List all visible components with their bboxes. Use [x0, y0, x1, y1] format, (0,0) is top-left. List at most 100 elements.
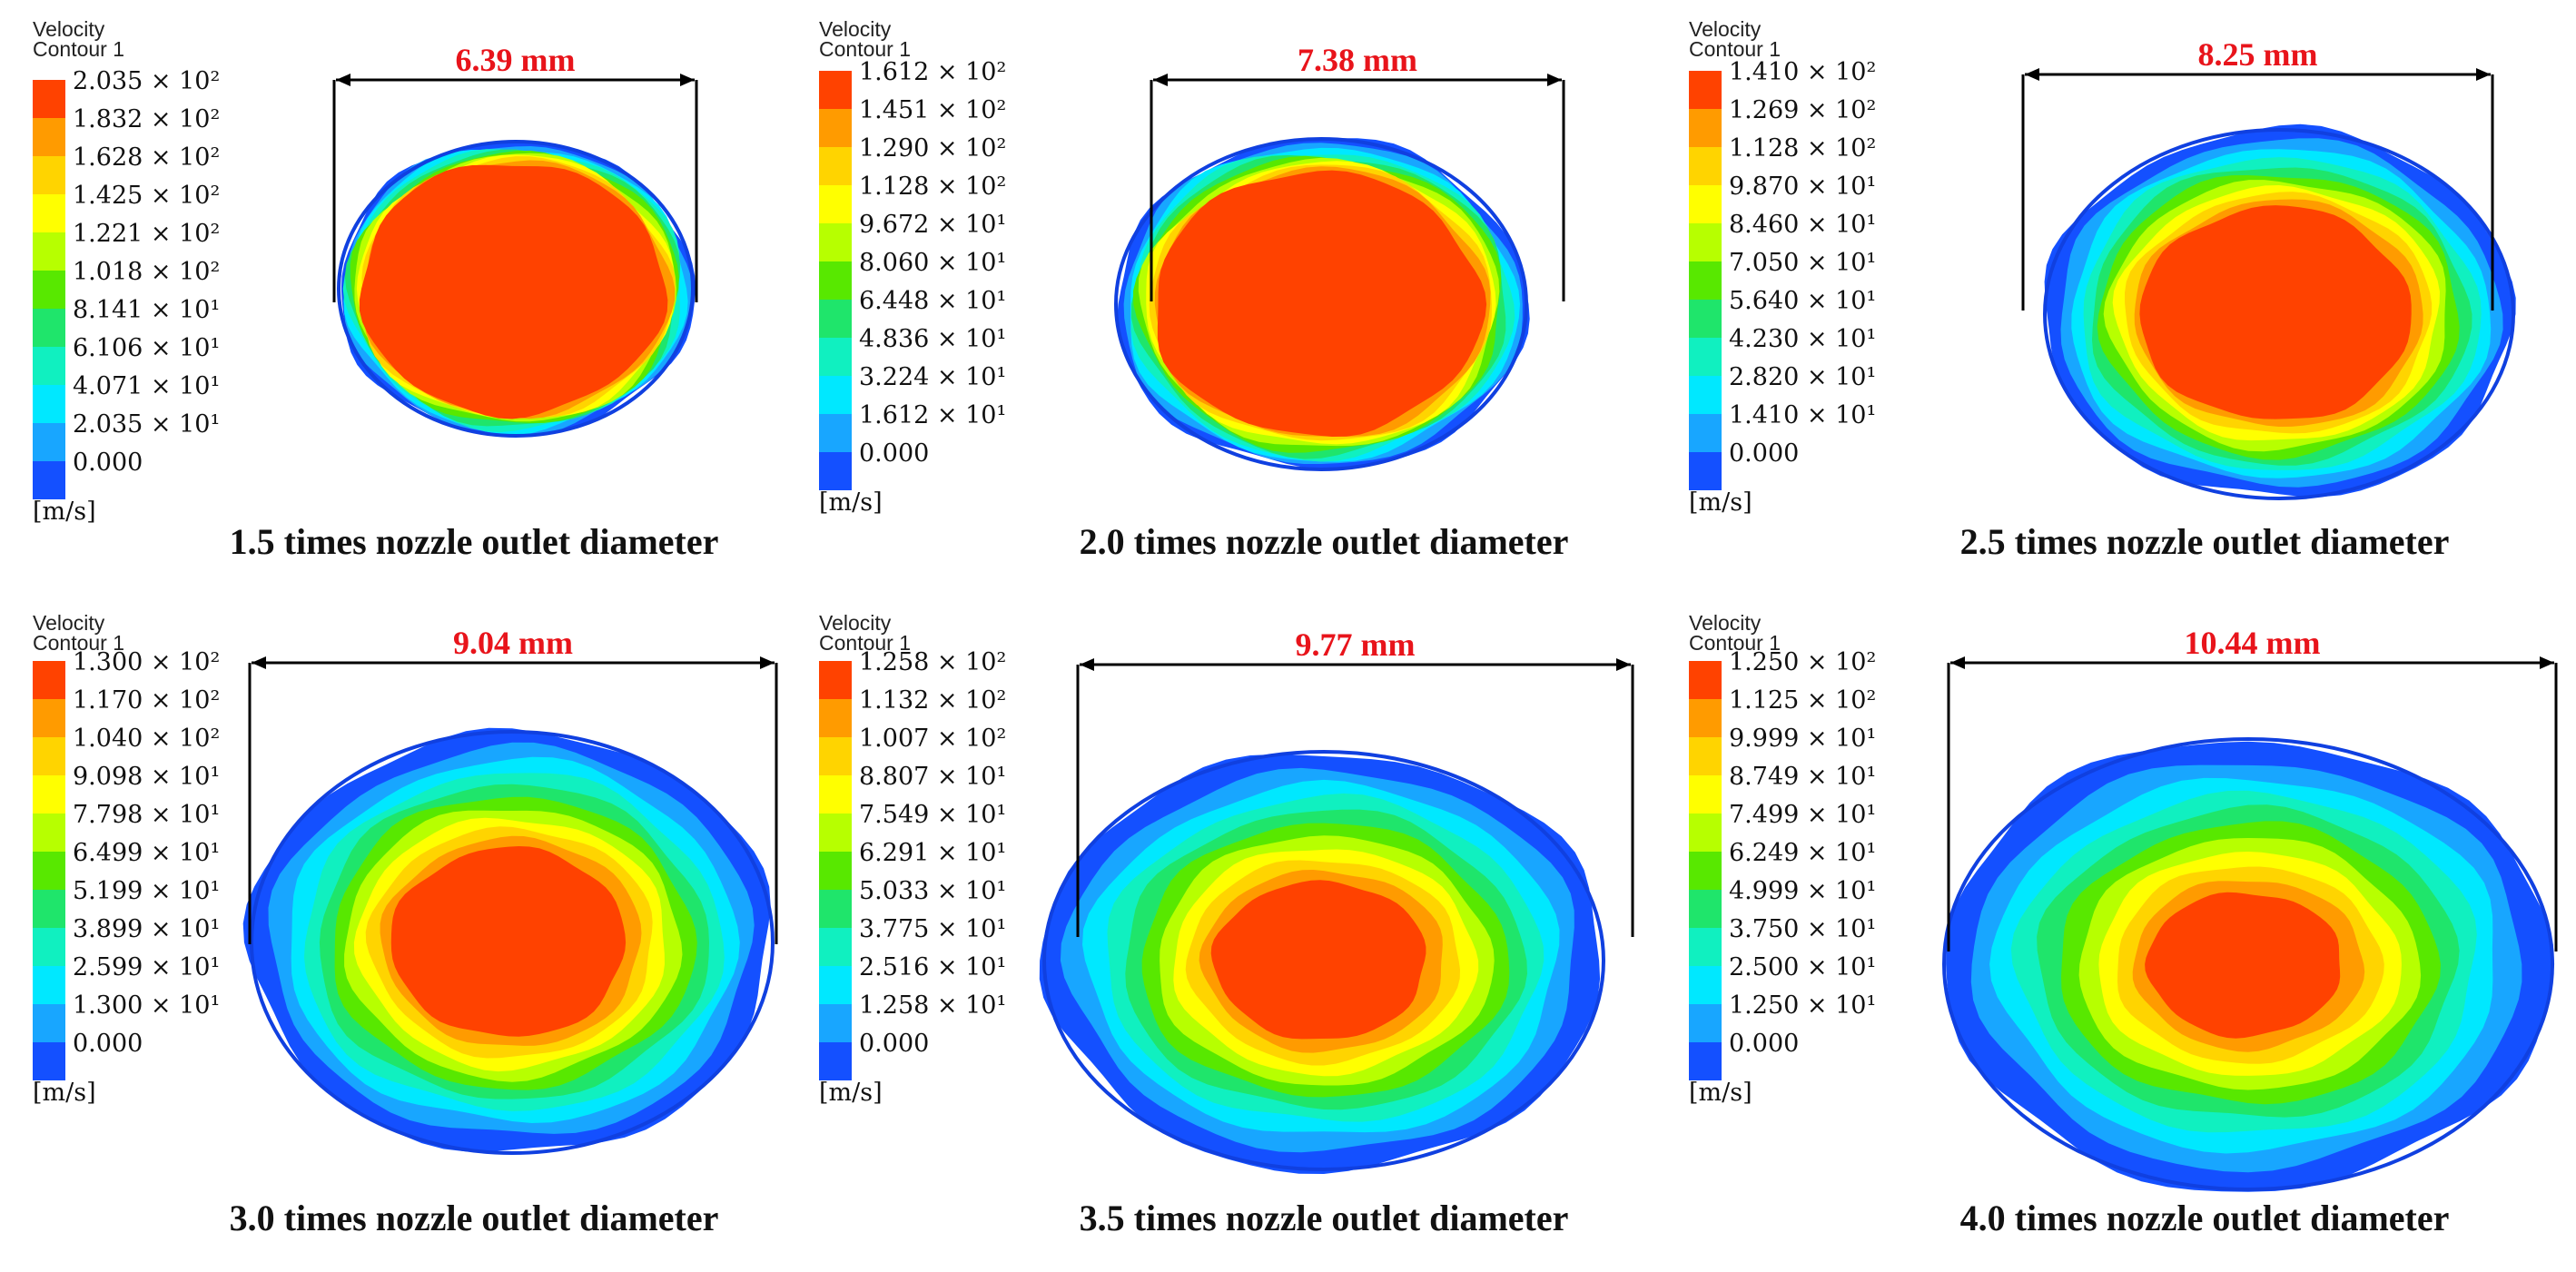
- legend-swatch: [33, 890, 65, 928]
- legend-value: 1.128 × 10²: [1729, 134, 1876, 163]
- legend-swatch: [1689, 300, 1722, 338]
- velocity-contour: [1942, 737, 2555, 1192]
- dimension-label: 7.38 mm: [1298, 42, 1417, 78]
- legend-value: 7.798 × 10¹: [73, 801, 220, 829]
- legend-value: 2.035 × 10²: [73, 67, 220, 95]
- dimension-line: 7.38 mm: [1150, 42, 1565, 301]
- legend-swatch: [819, 890, 852, 928]
- dimension-line: 9.77 mm: [1076, 626, 1634, 937]
- legend-value: 6.249 × 10¹: [1729, 839, 1876, 867]
- arrow-right-icon: [1616, 658, 1631, 671]
- legend-swatch: [33, 423, 65, 461]
- legend-swatch: [819, 813, 852, 852]
- legend-value: 9.999 × 10¹: [1729, 725, 1876, 753]
- legend-swatch: [819, 414, 852, 452]
- legend-value: 1.128 × 10²: [859, 173, 1006, 201]
- legend-swatch: [1689, 1042, 1722, 1080]
- contour-band: [390, 846, 627, 1037]
- legend-value: 1.250 × 10²: [1729, 648, 1876, 676]
- legend-value: 1.628 × 10²: [73, 143, 220, 172]
- legend-subtitle: Contour 1: [33, 37, 124, 61]
- contour-band: [359, 164, 668, 419]
- dimension-line: 9.04 mm: [248, 625, 778, 944]
- legend-swatch: [819, 699, 852, 737]
- legend-title: Velocity: [819, 611, 892, 635]
- legend-value: 1.170 × 10²: [73, 686, 220, 715]
- legend-value: 2.035 × 10¹: [73, 410, 220, 439]
- legend-value: 6.448 × 10¹: [859, 287, 1006, 315]
- legend-swatch: [1689, 852, 1722, 890]
- legend-value: 7.549 × 10¹: [859, 801, 1006, 829]
- legend-value: 4.230 × 10¹: [1729, 325, 1876, 353]
- legend-value: 6.291 × 10¹: [859, 839, 1006, 867]
- arrow-right-icon: [2540, 656, 2554, 669]
- legend-swatch: [1689, 661, 1722, 699]
- legend-swatch: [819, 71, 852, 109]
- panel-caption: 4.0 times nozzle outlet diameter: [1960, 1198, 2450, 1238]
- contour-band: [2139, 205, 2412, 419]
- dimension-label: 9.77 mm: [1296, 626, 1416, 663]
- legend-value: 1.300 × 10²: [73, 648, 220, 676]
- dimension-line: 10.44 mm: [1947, 625, 2558, 952]
- arrow-left-icon: [336, 74, 350, 86]
- legend-value: 0.000: [859, 1030, 929, 1058]
- legend-value: 3.899 × 10¹: [73, 915, 220, 943]
- legend-swatch: [819, 185, 852, 223]
- arrow-left-icon: [1153, 74, 1168, 86]
- legend-swatch: [33, 966, 65, 1004]
- legend-swatch: [1689, 452, 1722, 490]
- legend-swatch: [1689, 966, 1722, 1004]
- panel-caption: 1.5 times nozzle outlet diameter: [230, 521, 719, 562]
- legend-swatch: [819, 223, 852, 261]
- panel-caption: 3.0 times nozzle outlet diameter: [230, 1198, 719, 1238]
- legend-swatch: [1689, 223, 1722, 261]
- legend-value: 0.000: [73, 1030, 143, 1058]
- legend-value: 2.599 × 10¹: [73, 953, 220, 981]
- legend-swatch: [819, 852, 852, 890]
- legend-swatch: [819, 1042, 852, 1080]
- legend-swatch: [33, 1042, 65, 1080]
- legend-swatch: [819, 300, 852, 338]
- legend-value: 0.000: [1729, 1030, 1799, 1058]
- legend-swatch: [1689, 414, 1722, 452]
- legend-swatch: [33, 461, 65, 499]
- legend-swatch: [819, 338, 852, 376]
- legend-value: 6.106 × 10¹: [73, 334, 220, 362]
- arrow-right-icon: [1547, 74, 1562, 86]
- legend-swatch: [33, 775, 65, 813]
- legend-value: 1.221 × 10²: [73, 220, 220, 248]
- dimension-line: 8.25 mm: [2021, 36, 2494, 311]
- legend-value: 1.040 × 10²: [73, 725, 220, 753]
- legend-swatch: [1689, 699, 1722, 737]
- legend-title: Velocity: [819, 17, 892, 41]
- legend-value: 1.410 × 10²: [1729, 58, 1876, 86]
- dimension-label: 10.44 mm: [2185, 625, 2321, 661]
- velocity-contour: [1114, 137, 1530, 471]
- legend-subtitle: Contour 1: [819, 631, 911, 655]
- legend-swatch: [1689, 261, 1722, 300]
- legend-value: 9.098 × 10¹: [73, 763, 220, 791]
- legend-subtitle: Contour 1: [819, 37, 911, 61]
- legend-swatch: [819, 661, 852, 699]
- legend-swatch: [33, 928, 65, 966]
- legend-title: Velocity: [1689, 17, 1762, 41]
- legend-swatch: [33, 699, 65, 737]
- legend-value: 4.071 × 10¹: [73, 372, 220, 400]
- legend-unit: [m/s]: [819, 1079, 883, 1107]
- legend-value: 1.007 × 10²: [859, 725, 1006, 753]
- legend-swatch: [819, 966, 852, 1004]
- legend-swatch: [819, 928, 852, 966]
- legend-value: 1.018 × 10²: [73, 258, 220, 286]
- legend-value: 9.870 × 10¹: [1729, 173, 1876, 201]
- legend-value: 3.750 × 10¹: [1729, 915, 1876, 943]
- legend-value: 1.832 × 10²: [73, 105, 220, 133]
- dimension-line: 6.39 mm: [332, 42, 698, 302]
- legend-value: 1.290 × 10²: [859, 134, 1006, 163]
- legend-swatch: [819, 109, 852, 147]
- panel-caption: 2.0 times nozzle outlet diameter: [1080, 521, 1569, 562]
- legend-swatch: [1689, 109, 1722, 147]
